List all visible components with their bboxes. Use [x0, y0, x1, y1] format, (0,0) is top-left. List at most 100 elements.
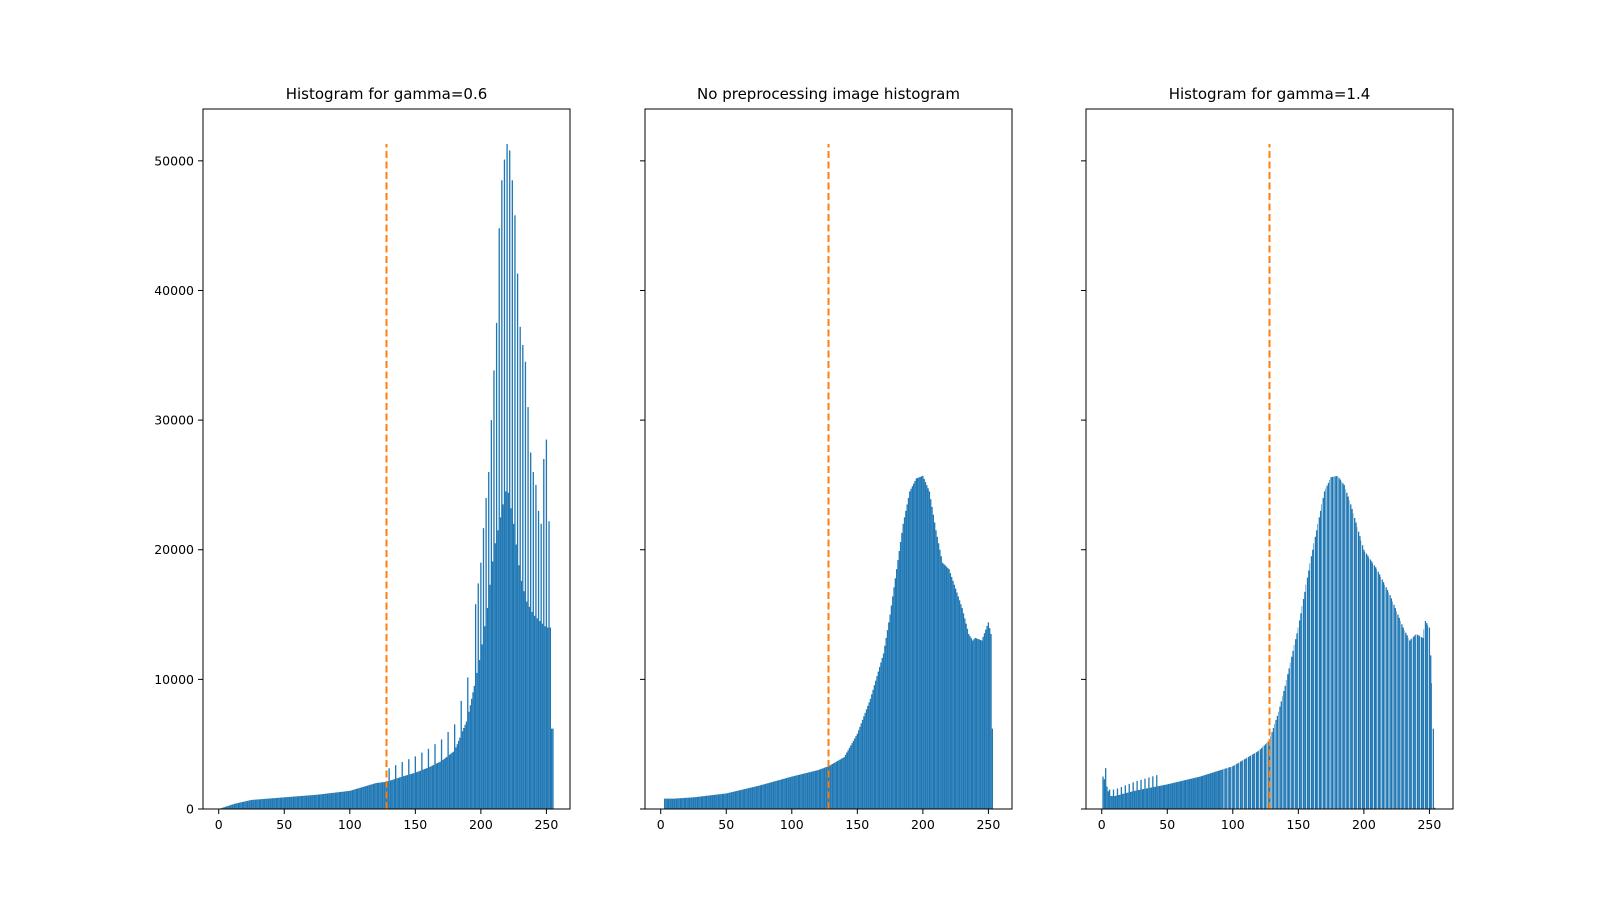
histogram-bar [1226, 767, 1228, 809]
histogram-bar [522, 344, 524, 809]
histogram-bar [892, 596, 894, 809]
histogram-bar [493, 370, 495, 809]
histogram-bar [877, 671, 879, 809]
histogram-bar [695, 797, 697, 809]
histogram-bar [1380, 576, 1381, 809]
histogram-bar [1222, 769, 1224, 809]
histogram-bar [1348, 500, 1350, 809]
histogram-bar [1215, 771, 1217, 809]
histogram-bar [1129, 791, 1132, 809]
histogram-bar [1431, 683, 1432, 809]
histogram-bar [1171, 783, 1174, 809]
histogram-bar [930, 499, 932, 809]
histogram-bar [910, 488, 912, 809]
histogram-bar [404, 775, 406, 809]
histogram-bar [375, 783, 377, 809]
histogram-bar [875, 680, 877, 809]
histogram-bar [1188, 779, 1191, 809]
histogram-bar [694, 797, 696, 809]
histogram-bar [492, 561, 494, 809]
histogram-bar [669, 798, 671, 809]
histogram-bar [684, 797, 687, 809]
histogram-bar [339, 791, 342, 809]
histogram-bar [884, 645, 886, 809]
histogram-bar [317, 794, 319, 809]
histogram-bar [442, 760, 444, 809]
histogram-bar [279, 797, 281, 809]
histogram-bar [269, 798, 271, 809]
histogram-bar [242, 801, 245, 809]
x-tick-label: 200 [469, 817, 493, 832]
histogram-bar [1124, 785, 1126, 809]
histogram-bar [1402, 627, 1404, 809]
histogram-bar [1245, 758, 1247, 809]
histogram-bar [364, 786, 367, 809]
histogram-bar [768, 782, 771, 809]
histogram-bar [1146, 788, 1149, 809]
histogram-bar [1154, 786, 1157, 809]
histogram-bar [1115, 795, 1117, 809]
histogram-bar [919, 476, 921, 809]
histogram-bar [688, 797, 691, 809]
histogram-bar [1112, 789, 1115, 809]
histogram-bar [1432, 728, 1434, 809]
histogram-bar [1390, 598, 1393, 809]
histogram-bar [461, 731, 464, 809]
histogram-bar [678, 798, 680, 809]
histogram-bar [1354, 517, 1356, 809]
histogram-bar [1334, 476, 1336, 809]
x-tick-label: 200 [1352, 817, 1376, 832]
histogram-bar [1255, 752, 1258, 809]
histogram-bar [835, 761, 838, 809]
histogram-bar [679, 798, 682, 809]
histogram-bar [787, 777, 789, 809]
histogram-bar [690, 797, 692, 809]
histogram-bar [231, 804, 233, 809]
histogram-bar [1424, 621, 1427, 809]
histogram-bar [793, 775, 796, 809]
y-tick-label: 0 [186, 802, 194, 817]
chart-title: No preprocessing image histogram [697, 85, 960, 103]
histogram-bar [909, 491, 911, 809]
histogram-bar [1384, 584, 1385, 809]
histogram-bar [1131, 791, 1133, 809]
histogram-bar [733, 791, 735, 809]
histogram-bar [838, 760, 840, 809]
histogram-bar [363, 786, 365, 809]
histogram-bar [876, 676, 878, 809]
histogram-bar [1266, 742, 1267, 809]
histogram-bar [1352, 513, 1354, 809]
histogram-bar [392, 779, 394, 809]
histogram-bar [1216, 771, 1218, 809]
histogram-bar [1246, 757, 1248, 809]
histogram-bar [515, 544, 517, 809]
histogram-bar [928, 491, 931, 809]
histogram-bar [503, 159, 506, 809]
histogram-bar [981, 640, 983, 809]
histogram-bar [1257, 751, 1259, 809]
histogram-bar [1120, 786, 1123, 809]
histogram-bar [384, 781, 386, 809]
histogram-bar [1355, 522, 1357, 809]
histogram-bar [415, 772, 418, 809]
histogram-bar [233, 803, 236, 809]
histogram-bar [814, 770, 817, 809]
histogram-bar [263, 798, 266, 809]
histogram-bar [454, 724, 456, 809]
histogram-bar [410, 773, 413, 809]
histogram-bar [229, 805, 232, 809]
histogram-bar [426, 768, 428, 809]
histogram-bar [745, 788, 747, 809]
histogram-bar [261, 799, 263, 809]
histogram-bar [405, 775, 407, 809]
histogram-bar [1350, 504, 1352, 809]
histogram-bar [934, 522, 936, 809]
histogram-bar [1335, 476, 1337, 809]
histogram-bar [1399, 621, 1401, 809]
histogram-bar [914, 481, 916, 809]
histogram-bar [357, 788, 359, 809]
histogram-bar [1175, 782, 1178, 809]
histogram-bar [1319, 510, 1322, 809]
histogram-bar [1346, 492, 1348, 809]
histogram-bar [734, 791, 737, 809]
